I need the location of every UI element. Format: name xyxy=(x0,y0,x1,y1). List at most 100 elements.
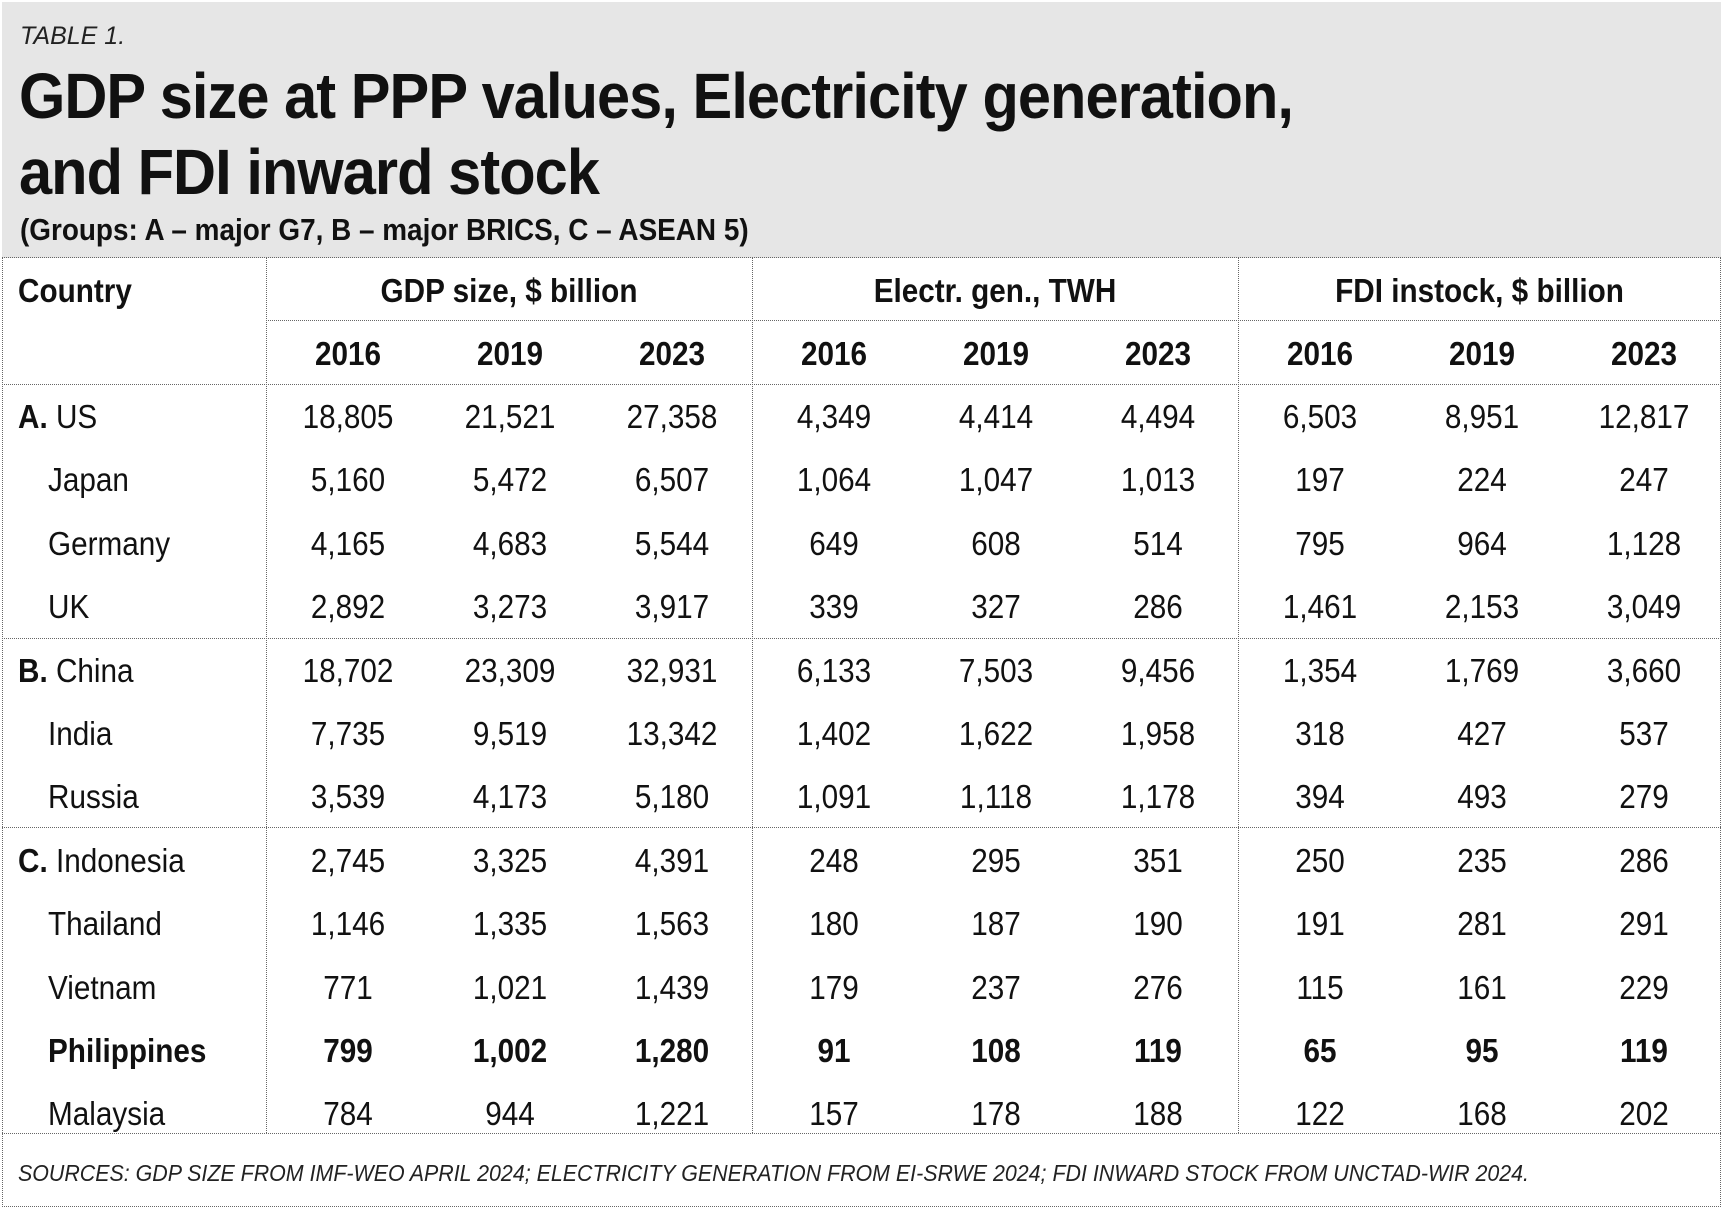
value-cell: 188 xyxy=(1133,1095,1183,1132)
value-cell: 295 xyxy=(971,842,1021,879)
year-header: 2019 xyxy=(962,335,1030,372)
value-cell: 1,622 xyxy=(958,715,1034,752)
value-cell: 944 xyxy=(485,1095,535,1132)
value-cell: 4,494 xyxy=(1120,398,1196,435)
country-name: Russia xyxy=(48,778,139,815)
country-cell: C. Indonesia xyxy=(18,842,185,880)
country-cell: Japan xyxy=(48,461,129,499)
value-cell: 5,472 xyxy=(472,461,548,498)
group-marker: B. xyxy=(18,652,48,689)
value-cell: 649 xyxy=(809,525,859,562)
title-line-2: and FDI inward stock xyxy=(19,136,600,208)
value-cell: 799 xyxy=(323,1032,373,1069)
value-cell: 161 xyxy=(1457,969,1507,1006)
value-cell: 8,951 xyxy=(1444,398,1520,435)
value-cell: 427 xyxy=(1457,715,1507,752)
value-cell: 9,519 xyxy=(472,715,548,752)
value-cell: 3,049 xyxy=(1606,588,1682,625)
value-cell: 95 xyxy=(1465,1032,1499,1069)
year-header: 2019 xyxy=(1448,335,1516,372)
country-name: India xyxy=(48,715,113,752)
value-cell: 4,349 xyxy=(796,398,872,435)
value-cell: 235 xyxy=(1457,842,1507,879)
value-cell: 3,917 xyxy=(634,588,710,625)
divider-gdp xyxy=(752,258,753,1133)
value-cell: 3,325 xyxy=(472,842,548,879)
value-cell: 4,414 xyxy=(958,398,1034,435)
sources-note: SOURCES: GDP SIZE FROM IMF-WEO APRIL 202… xyxy=(18,1160,1530,1186)
value-cell: 394 xyxy=(1295,778,1345,815)
value-cell: 18,702 xyxy=(302,652,394,689)
value-cell: 1,118 xyxy=(959,778,1033,815)
table-title: GDP size at PPP values, Electricity gene… xyxy=(19,58,1294,210)
value-cell: 771 xyxy=(323,969,373,1006)
value-cell: 276 xyxy=(1133,969,1183,1006)
fdi-header: FDI instock, $ billion xyxy=(1335,272,1624,309)
value-cell: 318 xyxy=(1295,715,1345,752)
divider-footer xyxy=(2,1133,1721,1134)
value-cell: 187 xyxy=(971,905,1021,942)
year-header: 2023 xyxy=(1124,335,1192,372)
value-cell: 493 xyxy=(1457,778,1507,815)
value-cell: 168 xyxy=(1457,1095,1507,1132)
value-cell: 6,133 xyxy=(796,652,872,689)
value-cell: 7,503 xyxy=(958,652,1034,689)
value-cell: 178 xyxy=(971,1095,1021,1132)
country-name: Germany xyxy=(48,525,171,562)
value-cell: 281 xyxy=(1457,905,1507,942)
country-name: Indonesia xyxy=(55,842,185,879)
value-cell: 224 xyxy=(1457,461,1507,498)
value-cell: 108 xyxy=(971,1032,1021,1069)
country-name: Vietnam xyxy=(48,969,157,1006)
country-name: Philippines xyxy=(48,1032,207,1069)
value-cell: 4,173 xyxy=(472,778,548,815)
table-header-band: TABLE 1. GDP size at PPP values, Electri… xyxy=(2,2,1721,258)
value-cell: 1,091 xyxy=(796,778,872,815)
value-cell: 339 xyxy=(809,588,859,625)
country-cell: A. US xyxy=(18,398,97,436)
value-cell: 65 xyxy=(1303,1032,1337,1069)
value-cell: 351 xyxy=(1133,842,1183,879)
group-marker: A. xyxy=(18,398,48,435)
country-name: China xyxy=(55,652,134,689)
value-cell: 286 xyxy=(1619,842,1669,879)
country-cell: India xyxy=(48,715,112,753)
electricity-header: Electr. gen., TWH xyxy=(873,272,1117,309)
value-cell: 1,958 xyxy=(1120,715,1196,752)
value-cell: 784 xyxy=(323,1095,373,1132)
value-cell: 2,153 xyxy=(1444,588,1520,625)
title-line-1: GDP size at PPP values, Electricity gene… xyxy=(19,60,1294,132)
divider-country xyxy=(266,258,267,1133)
table-subtitle: (Groups: A – major G7, B – major BRICS, … xyxy=(20,212,749,247)
year-header: 2016 xyxy=(800,335,868,372)
value-cell: 1,021 xyxy=(472,969,548,1006)
table-label: TABLE 1. xyxy=(20,22,126,50)
value-cell: 250 xyxy=(1295,842,1345,879)
value-cell: 1,335 xyxy=(472,905,548,942)
value-cell: 1,146 xyxy=(310,905,386,942)
value-cell: 91 xyxy=(817,1032,851,1069)
country-name: Malaysia xyxy=(48,1095,166,1132)
value-cell: 6,507 xyxy=(634,461,710,498)
value-cell: 3,660 xyxy=(1606,652,1682,689)
value-cell: 1,128 xyxy=(1606,525,1682,562)
country-cell: B. China xyxy=(18,652,134,690)
country-cell: Russia xyxy=(48,778,139,816)
value-cell: 115 xyxy=(1296,969,1344,1006)
country-cell: UK xyxy=(48,588,89,626)
value-cell: 191 xyxy=(1295,905,1345,942)
divider-electricity xyxy=(1238,258,1239,1133)
year-header: 2023 xyxy=(638,335,706,372)
value-cell: 514 xyxy=(1133,525,1183,562)
value-cell: 13,342 xyxy=(626,715,718,752)
value-cell: 1,461 xyxy=(1282,588,1358,625)
value-cell: 1,563 xyxy=(634,905,710,942)
value-cell: 1,221 xyxy=(634,1095,710,1132)
value-cell: 2,745 xyxy=(310,842,386,879)
value-cell: 795 xyxy=(1295,525,1345,562)
value-cell: 279 xyxy=(1619,778,1669,815)
value-cell: 3,539 xyxy=(310,778,386,815)
value-cell: 1,064 xyxy=(796,461,872,498)
value-cell: 9,456 xyxy=(1120,652,1196,689)
value-cell: 4,165 xyxy=(310,525,386,562)
